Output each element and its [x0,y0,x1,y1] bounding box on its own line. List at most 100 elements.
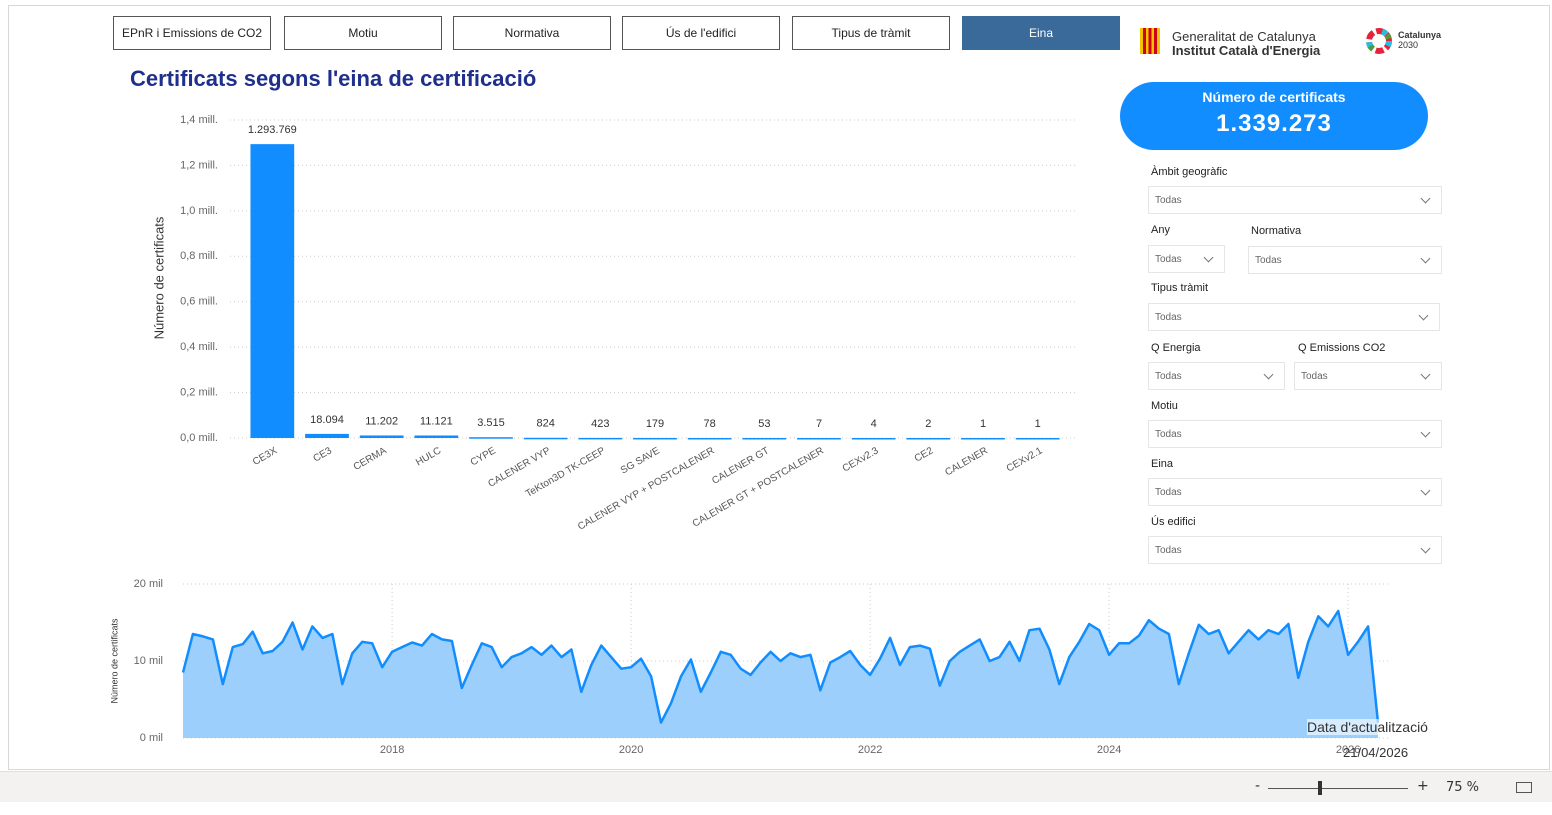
bar [359,435,404,438]
x-tick-label: CERMA [352,445,389,473]
x-tick-label: 2022 [858,744,882,756]
logo-stripe [1154,28,1157,54]
y-tick-label: 0,2 mill. [180,386,218,398]
y-tick-label: 1,2 mill. [180,159,218,171]
bar [961,437,1005,440]
y-tick-label: 20 mil [134,578,163,590]
gencat-name: Generalitat de Catalunya [1172,29,1316,44]
bar [523,437,568,440]
x-tick-label: 2020 [619,744,643,756]
filter-dropdown[interactable]: Todas [1148,420,1442,448]
zoom-out[interactable]: - [1255,778,1261,794]
area-fill [183,611,1378,738]
x-tick-label: 2026 [1336,744,1360,756]
data-label: 11.202 [365,415,398,427]
data-label: 1 [1035,418,1041,430]
filter-dropdown[interactable]: Todas [1148,536,1442,564]
zoom-track [1268,788,1408,789]
y-tick-label: 0 mil [140,732,163,744]
filter-label: Àmbit geogràfic [1151,166,1228,178]
filter-dropdown[interactable]: Todas [1294,362,1442,390]
y-tick-label: 0,4 mill. [180,341,218,353]
filter-label: Q Emissions CO2 [1298,342,1386,354]
tab-button[interactable]: EPnR i Emissions de CO2 [113,16,271,50]
filter-label: Any [1151,224,1170,236]
zoom-in[interactable]: + [1417,778,1429,794]
fit-page[interactable] [1516,782,1532,793]
data-label: 2 [925,418,931,430]
y-tick-label: 1,4 mill. [180,114,218,126]
x-tick-label: CE2 [913,445,936,464]
logo-stripe [1143,28,1146,54]
tab-button[interactable]: Ús de l'edifici [622,16,780,50]
filter-label: Motiu [1151,400,1178,412]
filter-dropdown[interactable]: Todas [1148,478,1442,506]
filter-dropdown[interactable]: Todas [1148,186,1442,214]
x-tick-label: CE3X [251,445,279,468]
x-tick-label: CEXv2.1 [1005,445,1045,474]
y-tick-label: 10 mil [134,655,163,667]
icaen-name: Institut Català d'Energia [1172,43,1321,58]
kpi-value: 1.339.273 [1216,110,1332,137]
gencat-logo [1140,28,1160,54]
data-label: 3.515 [477,417,505,429]
bar [851,437,896,440]
data-label: 18.094 [310,414,344,426]
y-tick-label: 1,0 mill. [180,205,218,217]
y-tick-label: 0,6 mill. [180,296,218,308]
x-tick-label: 2024 [1097,744,1121,756]
bar [578,437,623,440]
tab-button[interactable]: Tipus de tràmit [792,16,950,50]
kpi-card: Número de certificats 1.339.273 [1120,82,1428,150]
bar [305,433,349,438]
filter-dropdown[interactable]: Todas [1148,362,1285,390]
zoom-level: 75 % [1446,780,1480,795]
x-tick-label: CE3 [311,445,334,464]
bar [797,437,841,440]
update-label: Data d'actualització [1307,719,1428,735]
data-label: 7 [816,418,822,430]
filter-label: Q Energia [1151,342,1201,354]
y-axis-label: Número de certificats [151,216,166,339]
chart-title: Certificats segons l'eina de certificaci… [130,66,536,91]
logo-ring [1366,28,1392,54]
cat2030-logo [1366,28,1392,54]
tab-button[interactable]: Normativa [453,16,611,50]
data-label: 4 [871,418,877,430]
data-label: 11.121 [420,415,453,427]
cat2030-year: 2030 [1398,40,1419,50]
line [181,609,1380,724]
x-tick-label: CEXv2.3 [841,445,881,474]
kpi-label: Número de certificats [1202,89,1346,105]
bar [906,437,951,440]
filter-dropdown[interactable]: Todas [1148,303,1440,331]
y-axis-label: Número de certificats [109,618,119,704]
x-tick-label: SG SAVE [619,445,662,476]
cat2030-name: Catalunya [1398,30,1442,40]
status-bar: - + 75 % [0,771,1552,802]
tab-button[interactable]: Motiu [284,16,442,50]
update-date: 21/04/2026 [1343,745,1409,760]
x-tick-label: CALENER [943,445,989,478]
y-tick-label: 0,8 mill. [180,250,218,262]
x-tick-label: CYPE [469,445,498,468]
zoom-handle[interactable] [1318,781,1322,795]
bar [687,437,732,440]
bar [469,437,513,439]
bar [1015,437,1060,440]
data-label: 78 [704,418,716,430]
bar [633,437,677,440]
tab-button[interactable]: Eina [962,16,1120,50]
x-tick-label: 2018 [380,744,404,756]
data-label: 179 [646,418,664,430]
filter-label: Normativa [1251,225,1302,237]
bar [414,435,459,438]
data-label: 53 [758,418,770,430]
x-tick-label: HULC [414,445,443,468]
bar [250,144,295,438]
report-canvas [8,5,1550,770]
filter-dropdown[interactable]: Todas [1148,245,1225,273]
filter-dropdown[interactable]: Todas [1248,246,1442,274]
data-label: 824 [536,418,554,430]
